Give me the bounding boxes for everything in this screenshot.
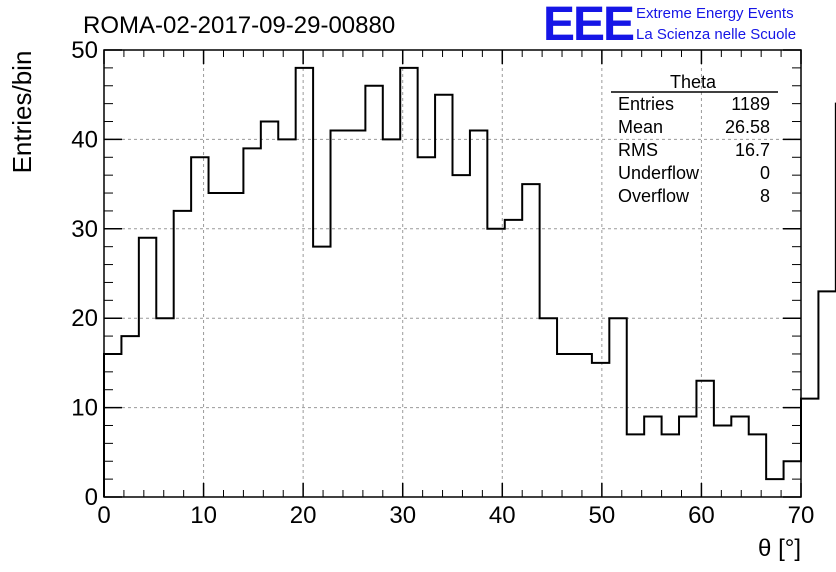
x-tick-label: 10 xyxy=(190,502,217,529)
x-tick-label: 40 xyxy=(489,502,516,529)
x-tick-label: 50 xyxy=(589,502,616,529)
histogram-step-line xyxy=(103,66,836,497)
stats-value-rms: 16.7 xyxy=(735,140,770,160)
stats-title: Theta xyxy=(670,72,717,92)
eee-logo: EEE xyxy=(543,0,634,51)
stats-label-underflow: Underflow xyxy=(618,163,700,183)
y-tick-label: 30 xyxy=(71,216,98,243)
y-tick-label: 20 xyxy=(71,305,98,332)
axis-tick-labels: 0 10 20 30 40 50 60 70 0 10 20 30 40 50 xyxy=(71,37,814,529)
y-tick-label: 0 xyxy=(85,484,98,511)
stats-label-overflow: Overflow xyxy=(618,186,690,206)
run-title: ROMA-02-2017-09-29-00880 xyxy=(83,12,395,39)
y-axis-label: Entries/bin xyxy=(7,51,37,174)
brand-line-2: La Scienza nelle Scuole xyxy=(636,26,796,43)
x-tick-label: 60 xyxy=(688,502,715,529)
x-tick-label: 0 xyxy=(97,502,110,529)
stats-label-entries: Entries xyxy=(618,94,674,114)
x-tick-label: 30 xyxy=(389,502,416,529)
brand-line-1: Extreme Energy Events xyxy=(636,5,794,22)
y-tick-label: 40 xyxy=(71,126,98,153)
stats-label-mean: Mean xyxy=(618,117,663,137)
axis-ticks xyxy=(103,49,802,498)
x-axis-label: θ [°] xyxy=(758,535,801,562)
x-tick-label: 20 xyxy=(290,502,317,529)
x-tick-label: 70 xyxy=(788,502,815,529)
stats-box: Theta Entries 1189 Mean 26.58 RMS 16.7 U… xyxy=(611,72,778,206)
y-tick-label: 10 xyxy=(71,395,98,422)
plot-frame xyxy=(103,49,802,498)
stats-value-mean: 26.58 xyxy=(725,117,770,137)
stats-value-overflow: 8 xyxy=(760,186,770,206)
stats-value-underflow: 0 xyxy=(760,163,770,183)
stats-value-entries: 1189 xyxy=(731,94,770,114)
stats-label-rms: RMS xyxy=(618,140,658,160)
y-tick-label: 50 xyxy=(71,37,98,64)
